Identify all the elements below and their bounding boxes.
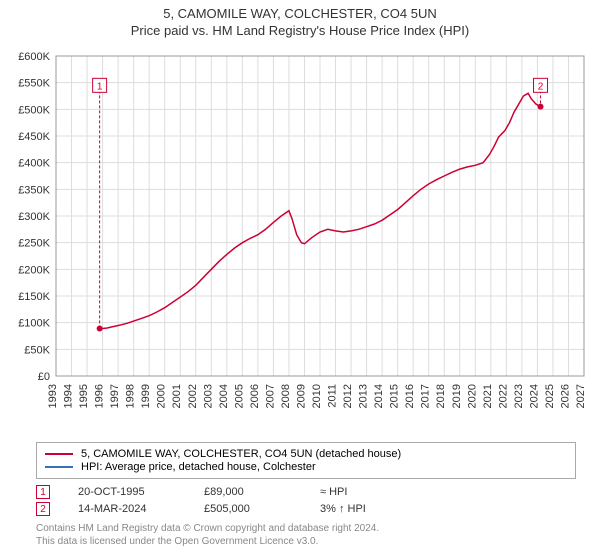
x-tick-label: 2016 [404, 384, 416, 408]
marker-dot [97, 326, 103, 332]
x-tick-label: 2002 [187, 384, 199, 408]
marker-number: 1 [97, 81, 103, 92]
x-tick-label: 1995 [78, 384, 90, 408]
markers-info: 1 20-OCT-1995 £89,000 ≈ HPI 2 14-MAR-202… [36, 485, 576, 516]
x-tick-label: 2012 [342, 384, 354, 408]
x-tick-label: 2000 [156, 384, 168, 408]
x-tick-label: 2024 [528, 384, 540, 408]
legend-row: HPI: Average price, detached house, Colc… [45, 461, 567, 473]
chart-area: £0 £50K £100K £150K £200K £250K £300K £350K £400… [0, 46, 600, 440]
x-tick-label: 2010 [311, 384, 323, 408]
x-tick-label: 2020 [466, 384, 478, 408]
y-tick-label: £150K [18, 291, 50, 303]
footer: Contains HM Land Registry data © Crown c… [36, 522, 576, 548]
x-tick-label: 1996 [94, 384, 106, 408]
marker-dot [538, 104, 544, 110]
x-tick-label: 2027 [575, 384, 587, 408]
x-tick-label: 2019 [451, 384, 463, 408]
chart-svg: £0 £50K £100K £150K £200K £250K £300K £350K £400… [0, 46, 600, 440]
x-tick-label: 2011 [327, 384, 339, 408]
footer-line1: Contains HM Land Registry data © Crown c… [36, 522, 576, 535]
y-tick-label: £450K [18, 131, 50, 143]
x-tick-label: 1993 [47, 384, 59, 408]
y-tick-label: £100K [18, 318, 50, 330]
x-tick-label: 1999 [140, 384, 152, 408]
marker-info-row: 2 14-MAR-2024 £505,000 3% ↑ HPI [36, 502, 576, 516]
marker-badge: 1 [36, 485, 50, 499]
title-block: 5, CAMOMILE WAY, COLCHESTER, CO4 5UN Pri… [0, 0, 600, 38]
marker-delta: ≈ HPI [320, 486, 347, 498]
x-tick-label: 2021 [482, 384, 494, 408]
x-tick-label: 2026 [559, 384, 571, 408]
x-tick-label: 2014 [373, 384, 385, 408]
x-tick-label: 1997 [109, 384, 121, 408]
y-tick-label: £300K [18, 211, 50, 223]
legend-block: 5, CAMOMILE WAY, COLCHESTER, CO4 5UN (de… [36, 442, 576, 548]
x-tick-label: 2003 [202, 384, 214, 408]
x-tick-label: 2015 [389, 384, 401, 408]
footer-line2: This data is licensed under the Open Gov… [36, 535, 576, 548]
y-tick-label: £550K [18, 78, 50, 90]
x-tick-label: 2025 [544, 384, 556, 408]
title-address: 5, CAMOMILE WAY, COLCHESTER, CO4 5UN [0, 6, 600, 21]
x-tick-label: 2023 [513, 384, 525, 408]
y-tick-label: £0 [38, 371, 50, 383]
y-tick-label: £500K [18, 104, 50, 116]
x-tick-label: 2007 [264, 384, 276, 408]
marker-delta: 3% ↑ HPI [320, 503, 366, 515]
x-tick-label: 2006 [249, 384, 261, 408]
x-tick-label: 2001 [171, 384, 183, 408]
x-tick-label: 2009 [295, 384, 307, 408]
x-tick-label: 2013 [358, 384, 370, 408]
x-tick-label: 2008 [280, 384, 292, 408]
marker-price: £505,000 [204, 503, 314, 515]
marker-date: 14-MAR-2024 [78, 503, 198, 515]
legend-swatch [45, 453, 73, 455]
y-tick-label: £600K [18, 51, 50, 63]
marker-number: 2 [538, 81, 544, 92]
y-tick-label: £350K [18, 184, 50, 196]
x-tick-label: 1998 [125, 384, 137, 408]
marker-badge: 2 [36, 502, 50, 516]
x-tick-label: 2005 [233, 384, 245, 408]
x-tick-label: 2017 [420, 384, 432, 408]
legend-series-box: 5, CAMOMILE WAY, COLCHESTER, CO4 5UN (de… [36, 442, 576, 479]
title-subtitle: Price paid vs. HM Land Registry's House … [0, 23, 600, 38]
x-tick-label: 2004 [218, 384, 230, 408]
marker-info-row: 1 20-OCT-1995 £89,000 ≈ HPI [36, 485, 576, 499]
legend-label: 5, CAMOMILE WAY, COLCHESTER, CO4 5UN (de… [81, 448, 401, 460]
x-tick-label: 1994 [63, 384, 75, 408]
x-tick-label: 2018 [435, 384, 447, 408]
legend-swatch [45, 466, 73, 468]
legend-row: 5, CAMOMILE WAY, COLCHESTER, CO4 5UN (de… [45, 448, 567, 460]
marker-date: 20-OCT-1995 [78, 486, 198, 498]
y-tick-label: £400K [18, 158, 50, 170]
x-tick-label: 2022 [497, 384, 509, 408]
legend-label: HPI: Average price, detached house, Colc… [81, 461, 316, 473]
y-tick-label: £250K [18, 238, 50, 250]
y-tick-label: £50K [24, 344, 50, 356]
y-tick-label: £200K [18, 264, 50, 276]
marker-price: £89,000 [204, 486, 314, 498]
